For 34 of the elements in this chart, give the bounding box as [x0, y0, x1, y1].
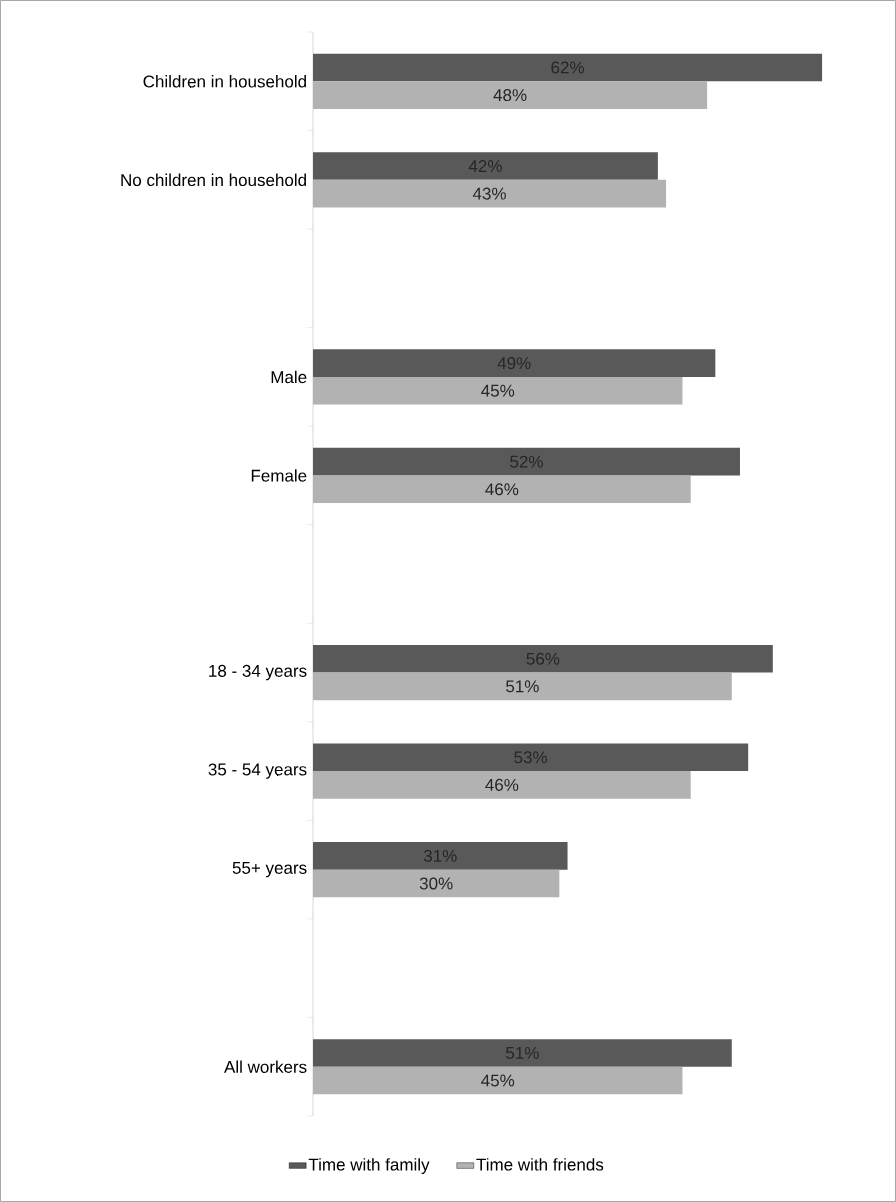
y-tick-label: Female: [251, 469, 307, 482]
legend-label: Time with family: [308, 1158, 430, 1174]
bar: [313, 179, 667, 208]
bar: [313, 1039, 732, 1067]
bar: [313, 842, 568, 870]
y-tick-label: 18 - 34 years: [209, 664, 307, 681]
data-label: 46%: [485, 778, 519, 791]
y-tick-label: Children in household: [143, 75, 306, 88]
bar: [313, 644, 773, 673]
bar: [313, 81, 708, 109]
data-label: 48%: [493, 89, 527, 102]
bar: [313, 771, 691, 799]
bar: [313, 376, 683, 405]
data-label: 45%: [481, 1074, 515, 1087]
bar: [313, 447, 740, 476]
y-tick-label: 35 - 54 years: [208, 763, 307, 779]
bar: [313, 475, 691, 504]
y-tick-label: 55+ years: [232, 862, 307, 878]
data-label: 45%: [481, 384, 515, 397]
data-label: 46%: [485, 483, 519, 496]
bar: [313, 672, 732, 701]
legend-label: Time with friends: [476, 1158, 604, 1171]
bar: [313, 53, 823, 82]
y-tick-label: Male: [271, 370, 307, 384]
bar: [313, 1066, 683, 1095]
bar: [313, 152, 658, 180]
data-label: 30%: [419, 877, 453, 890]
bar: [313, 349, 716, 377]
y-tick-label: No children in household: [121, 173, 306, 187]
y-tick-label: All workers: [224, 1060, 307, 1073]
bar: [313, 869, 560, 898]
data-label: 51%: [506, 680, 539, 693]
data-label: 43%: [472, 187, 506, 200]
bar: [313, 743, 749, 772]
